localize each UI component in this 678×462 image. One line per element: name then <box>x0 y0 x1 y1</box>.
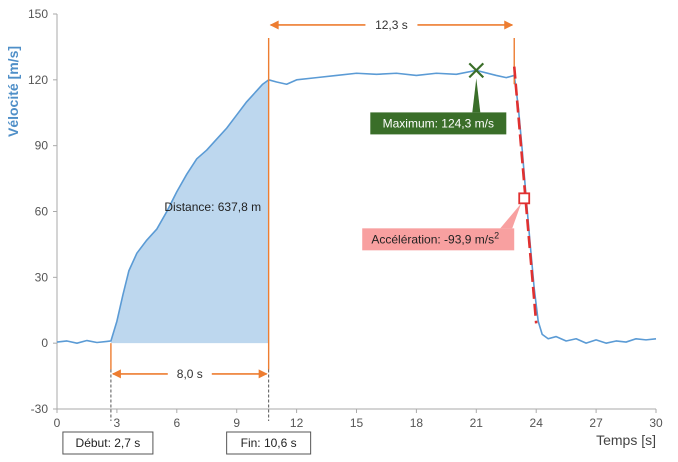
duration-8-arrow-head-left <box>111 369 121 379</box>
acceleration-label: Accélération: -93,9 m/s2 <box>371 230 499 246</box>
y-tick-label: 60 <box>35 205 49 219</box>
x-tick-label: 12 <box>290 416 304 430</box>
distance-shaded-area <box>110 79 269 344</box>
acceleration-callout-box <box>362 228 515 251</box>
y-tick-label: -30 <box>31 402 49 416</box>
y-tick-label: 0 <box>41 336 48 350</box>
velocity-series-line <box>56 69 657 344</box>
maximum-callout-pointer <box>472 78 481 113</box>
y-tick-label: 120 <box>28 73 48 87</box>
end-label-box <box>226 431 312 455</box>
duration-8-label-bg <box>167 364 212 383</box>
acceleration-label-text: Accélération: -93,9 m/s <box>371 232 494 246</box>
y-axis-title: Vélocité [m/s] <box>5 46 21 137</box>
x-axis-title: Temps [s] <box>596 432 656 448</box>
start-label-box <box>62 431 154 455</box>
x-tick-label: 9 <box>233 416 240 430</box>
x-tick-label: 21 <box>470 416 484 430</box>
x-tick-label: 27 <box>589 416 603 430</box>
duration-12-label: 12,3 s <box>375 18 408 32</box>
duration-12-arrow-head-left <box>269 20 279 30</box>
duration-12-arrow-head-right <box>504 20 514 30</box>
start-label: Début: 2,7 s <box>76 436 141 450</box>
x-tick-label: 24 <box>530 416 544 430</box>
x-tick-label: 6 <box>173 416 180 430</box>
maximum-marker-x-b <box>468 62 485 79</box>
x-tick-label: 15 <box>350 416 364 430</box>
duration-8-arrow-head-right <box>258 369 268 379</box>
acceleration-marker <box>518 192 531 205</box>
duration-12-label-bg <box>365 15 418 34</box>
duration-8-label: 8,0 s <box>177 367 203 381</box>
x-tick-label: 3 <box>114 416 121 430</box>
distance-label: Distance: 637,8 m <box>164 200 261 214</box>
y-tick-label: 30 <box>35 270 49 284</box>
end-label: Fin: 10,6 s <box>241 436 297 450</box>
acceleration-label-exponent: 2 <box>494 230 499 240</box>
maximum-label: Maximum: 124,3 m/s <box>383 116 494 130</box>
y-tick-label: 150 <box>28 7 48 21</box>
maximum-callout-box <box>370 112 507 135</box>
acceleration-callout-pointer <box>500 203 522 229</box>
x-tick-label: 0 <box>54 416 61 430</box>
x-tick-label: 18 <box>410 416 424 430</box>
y-tick-label: 90 <box>35 139 49 153</box>
x-tick-label: 30 <box>649 416 663 430</box>
